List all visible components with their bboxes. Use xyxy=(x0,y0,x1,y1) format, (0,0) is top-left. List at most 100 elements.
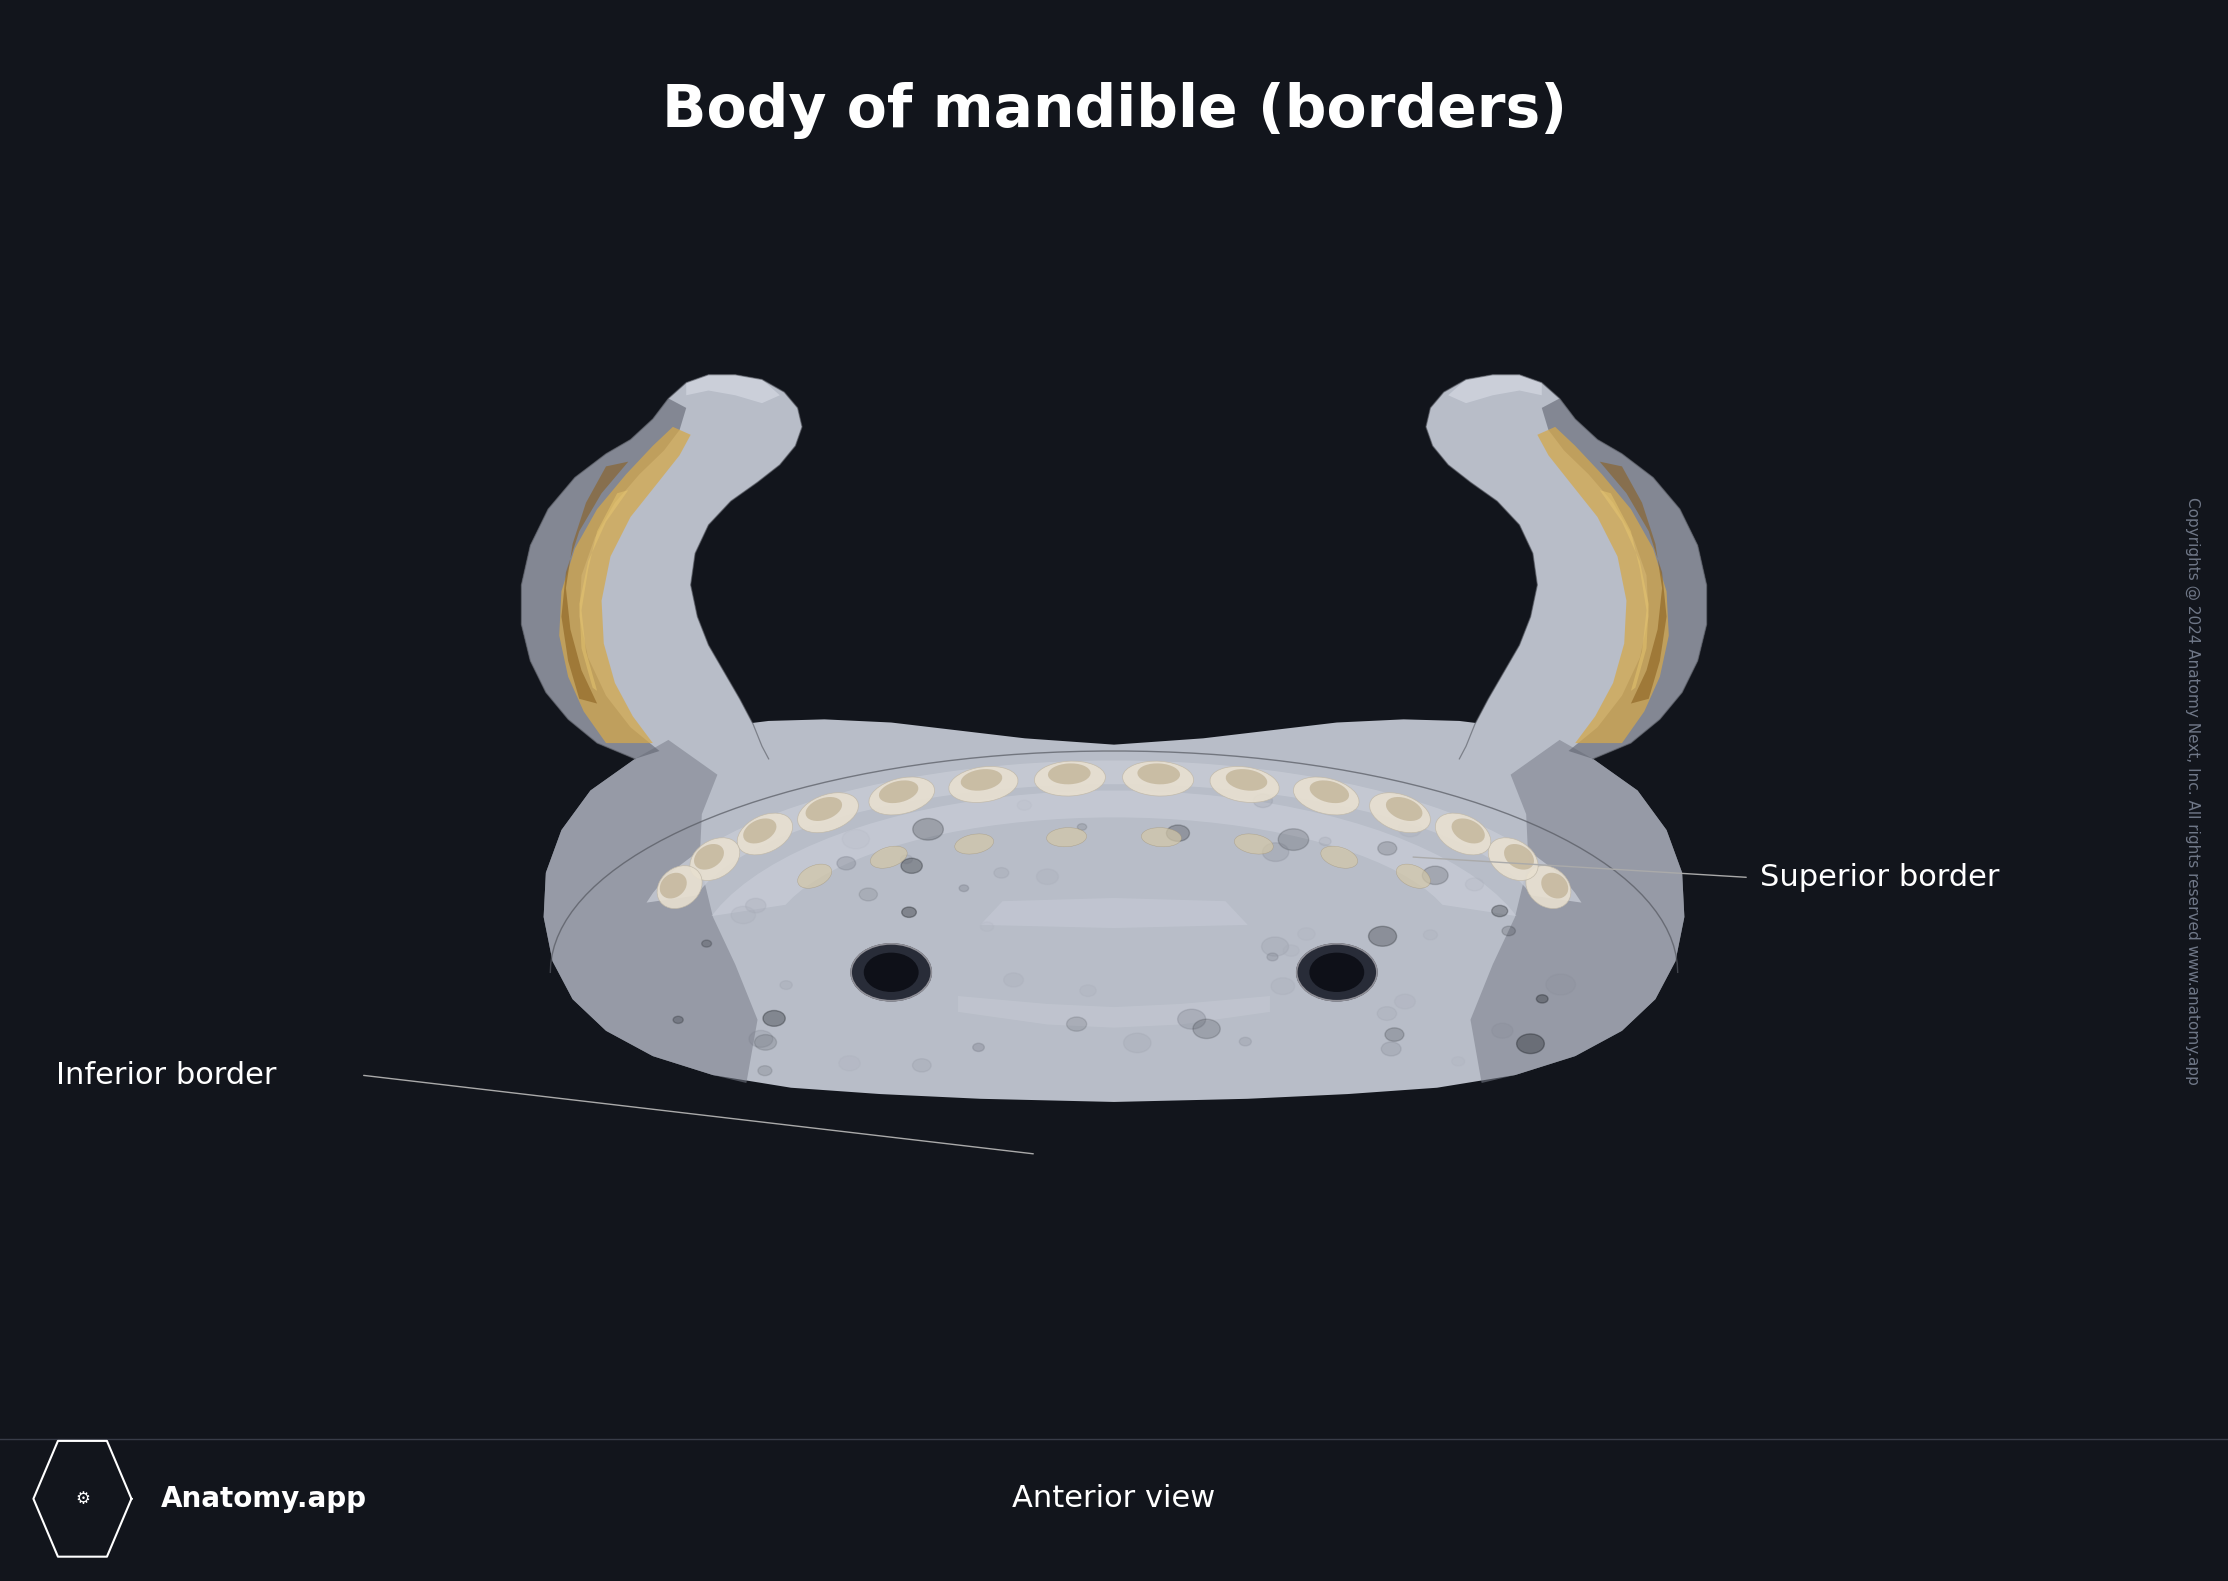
Circle shape xyxy=(900,855,913,863)
Circle shape xyxy=(1297,928,1315,941)
Circle shape xyxy=(840,1056,860,1070)
Polygon shape xyxy=(559,427,691,743)
Text: Copyrights @ 2024 Anatomy Next, Inc. All rights reserved www.anatomy.app: Copyrights @ 2024 Anatomy Next, Inc. All… xyxy=(2186,496,2199,1085)
Ellipse shape xyxy=(1370,792,1430,833)
Ellipse shape xyxy=(956,833,994,854)
Polygon shape xyxy=(686,375,780,403)
Ellipse shape xyxy=(744,819,775,844)
Ellipse shape xyxy=(1210,767,1279,803)
Polygon shape xyxy=(544,740,758,1083)
Circle shape xyxy=(1310,953,1364,991)
Polygon shape xyxy=(544,719,1684,1102)
Ellipse shape xyxy=(871,846,907,868)
Circle shape xyxy=(1254,794,1272,808)
Circle shape xyxy=(1261,938,1288,957)
Circle shape xyxy=(864,953,918,991)
Circle shape xyxy=(673,1017,684,1023)
Circle shape xyxy=(762,1010,784,1026)
Ellipse shape xyxy=(1321,846,1357,868)
Circle shape xyxy=(980,922,994,931)
Text: Inferior border: Inferior border xyxy=(56,1061,276,1089)
Ellipse shape xyxy=(657,866,702,909)
Circle shape xyxy=(749,1031,773,1047)
Circle shape xyxy=(1466,877,1484,890)
Polygon shape xyxy=(1448,375,1542,403)
Circle shape xyxy=(842,830,869,849)
Circle shape xyxy=(1239,1037,1252,1047)
Ellipse shape xyxy=(1310,781,1350,803)
Polygon shape xyxy=(1537,427,1669,743)
Circle shape xyxy=(1399,821,1421,836)
Circle shape xyxy=(1268,953,1279,961)
Ellipse shape xyxy=(949,767,1018,803)
Circle shape xyxy=(1192,1020,1221,1039)
Circle shape xyxy=(780,980,793,990)
Circle shape xyxy=(758,1066,771,1075)
Ellipse shape xyxy=(1123,760,1194,797)
Circle shape xyxy=(1297,944,1377,1001)
Circle shape xyxy=(1270,977,1294,994)
Circle shape xyxy=(1368,926,1397,947)
Circle shape xyxy=(702,941,711,947)
Circle shape xyxy=(1081,985,1096,996)
Ellipse shape xyxy=(878,781,918,803)
Ellipse shape xyxy=(1435,813,1491,855)
Ellipse shape xyxy=(1453,819,1484,844)
Ellipse shape xyxy=(1047,827,1087,847)
Ellipse shape xyxy=(1034,760,1105,797)
Polygon shape xyxy=(711,790,1517,915)
Ellipse shape xyxy=(1294,776,1359,814)
Ellipse shape xyxy=(693,844,724,870)
Circle shape xyxy=(1283,945,1299,957)
Circle shape xyxy=(731,906,755,923)
Circle shape xyxy=(1179,1009,1205,1029)
Ellipse shape xyxy=(1386,797,1421,821)
Text: ⚙: ⚙ xyxy=(76,1489,89,1508)
Circle shape xyxy=(960,885,969,892)
Ellipse shape xyxy=(737,813,793,855)
Circle shape xyxy=(1537,994,1548,1002)
Polygon shape xyxy=(980,898,1248,928)
Circle shape xyxy=(1377,1007,1397,1020)
Ellipse shape xyxy=(869,776,934,814)
Polygon shape xyxy=(1600,490,1649,691)
Circle shape xyxy=(838,857,856,870)
Circle shape xyxy=(913,1059,931,1072)
Circle shape xyxy=(851,944,931,1001)
Circle shape xyxy=(1453,1056,1464,1066)
Circle shape xyxy=(1067,1017,1087,1031)
Polygon shape xyxy=(1600,462,1667,704)
Polygon shape xyxy=(579,490,628,691)
Circle shape xyxy=(860,889,878,901)
Ellipse shape xyxy=(1141,827,1181,847)
Circle shape xyxy=(1297,966,1323,987)
Ellipse shape xyxy=(1542,873,1569,898)
Polygon shape xyxy=(521,398,686,759)
Polygon shape xyxy=(1542,398,1707,759)
Polygon shape xyxy=(1426,375,1707,759)
Circle shape xyxy=(1386,1028,1404,1042)
Ellipse shape xyxy=(1139,764,1181,784)
Circle shape xyxy=(1424,930,1437,939)
Polygon shape xyxy=(958,996,1270,1028)
Circle shape xyxy=(1377,841,1397,855)
Circle shape xyxy=(1018,800,1032,809)
Ellipse shape xyxy=(798,865,831,889)
Text: Superior border: Superior border xyxy=(1760,863,1999,892)
Circle shape xyxy=(1003,972,1023,987)
Circle shape xyxy=(746,898,766,912)
Circle shape xyxy=(1502,926,1515,936)
Circle shape xyxy=(974,1043,985,1051)
Text: Body of mandible (borders): Body of mandible (borders) xyxy=(662,82,1566,139)
Ellipse shape xyxy=(1047,764,1089,784)
Ellipse shape xyxy=(960,768,1003,790)
Polygon shape xyxy=(561,462,628,704)
Circle shape xyxy=(1263,843,1288,862)
Circle shape xyxy=(1381,1042,1401,1056)
Circle shape xyxy=(900,858,922,873)
Polygon shape xyxy=(521,375,802,759)
Circle shape xyxy=(1078,824,1087,830)
Circle shape xyxy=(1421,866,1448,884)
Text: Anterior view: Anterior view xyxy=(1012,1485,1216,1513)
Circle shape xyxy=(1279,828,1308,851)
